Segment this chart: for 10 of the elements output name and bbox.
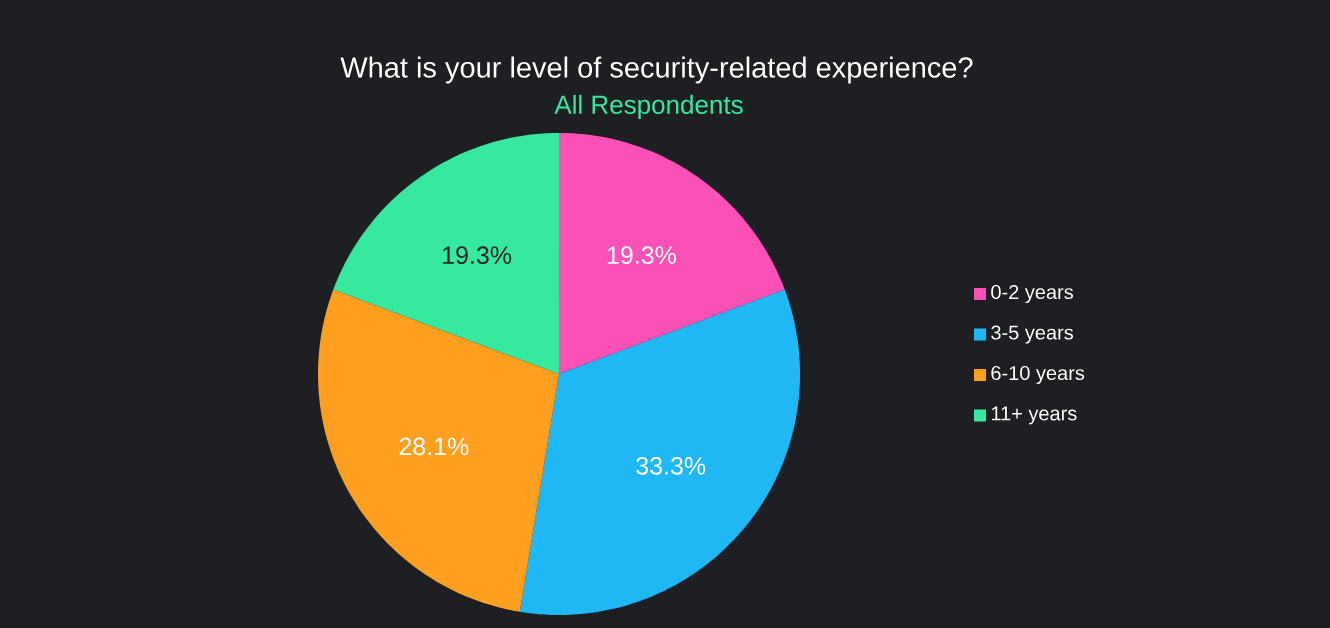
legend-label: 3-5 years — [991, 325, 1074, 344]
data-label: 19.3% — [607, 246, 676, 265]
legend-label: 6-10 years — [991, 365, 1085, 385]
data-label: 33.3% — [636, 456, 706, 475]
legend-label: 0-2 years — [991, 284, 1074, 304]
data-label: 19.3% — [443, 246, 512, 265]
legend-label: 11+ years — [991, 406, 1077, 425]
chart-title: What is your level of security-related experience? — [340, 56, 973, 84]
chart-subtitle: All Respondents — [554, 94, 743, 120]
data-label: 28.1% — [399, 437, 469, 456]
